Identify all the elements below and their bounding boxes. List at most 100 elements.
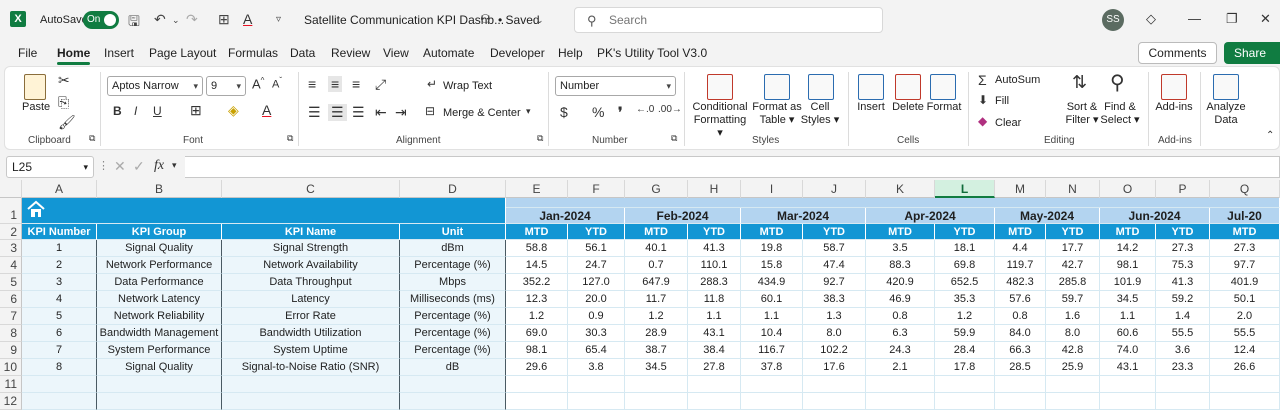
table-cell[interactable] bbox=[1046, 376, 1100, 393]
copilot-diamond-icon[interactable]: ◇ bbox=[1146, 11, 1156, 26]
insert-function-button[interactable]: fx bbox=[154, 158, 165, 173]
font-size-select[interactable]: 9 ▾ bbox=[206, 76, 246, 96]
table-cell[interactable]: 3.8 bbox=[568, 359, 625, 376]
table-cell[interactable]: Percentage (%) bbox=[400, 325, 506, 342]
row-header-9[interactable]: 9 bbox=[0, 342, 22, 359]
table-cell[interactable]: 17.6 bbox=[803, 359, 866, 376]
tab-data[interactable]: Data bbox=[290, 46, 316, 60]
underline-icon[interactable]: U bbox=[153, 104, 162, 118]
table-cell[interactable] bbox=[688, 393, 741, 410]
tab-help[interactable]: Help bbox=[558, 46, 583, 60]
table-cell[interactable] bbox=[688, 376, 741, 393]
format-as-table-icon[interactable] bbox=[764, 74, 790, 100]
table-cell[interactable]: 38.3 bbox=[803, 291, 866, 308]
number-launcher-icon[interactable]: ⧉ bbox=[671, 133, 678, 143]
table-cell[interactable]: 58.8 bbox=[506, 240, 568, 257]
find-select-button[interactable]: Find & Select ▾ bbox=[1100, 101, 1140, 126]
table-cell[interactable]: 647.9 bbox=[625, 274, 688, 291]
merge-chevron-down-icon[interactable]: ▾ bbox=[526, 106, 531, 116]
table-cell[interactable]: 1.1 bbox=[741, 308, 803, 325]
column-header-n[interactable]: N bbox=[1046, 180, 1100, 198]
table-cell[interactable]: 69.0 bbox=[506, 325, 568, 342]
table-cell[interactable]: 92.7 bbox=[803, 274, 866, 291]
worksheet-grid[interactable]: A B C D E F G H I J K L M N O P Q 1 2 3 4 5 6 7 8 9 10 11 12 Jan-2024… bbox=[0, 180, 1280, 410]
bottom-align-icon[interactable]: ≡ bbox=[352, 76, 361, 92]
select-all-corner[interactable] bbox=[0, 180, 22, 198]
format-painter-icon[interactable]: 🖌 bbox=[58, 114, 76, 130]
formula-input[interactable] bbox=[185, 156, 1280, 178]
table-cell[interactable]: 27.3 bbox=[1156, 240, 1210, 257]
table-cell[interactable]: 1.1 bbox=[688, 308, 741, 325]
find-select-icon[interactable]: ⚲ bbox=[1110, 72, 1125, 94]
column-header-k[interactable]: K bbox=[866, 180, 935, 198]
table-cell[interactable] bbox=[22, 393, 97, 410]
table-cell[interactable]: 288.3 bbox=[688, 274, 741, 291]
column-header-b[interactable]: B bbox=[97, 180, 222, 198]
tab-view[interactable]: View bbox=[383, 46, 409, 60]
close-icon[interactable]: ✕ bbox=[1260, 11, 1271, 26]
table-cell[interactable]: 55.5 bbox=[1156, 325, 1210, 342]
table-cell[interactable]: 60.6 bbox=[1100, 325, 1156, 342]
decrease-font-icon[interactable]: Aˇ bbox=[272, 76, 283, 91]
copy-icon[interactable]: ⎘ bbox=[58, 94, 70, 110]
row-header-11[interactable]: 11 bbox=[0, 376, 22, 393]
table-cell[interactable]: 42.8 bbox=[1046, 342, 1100, 359]
font-name-select[interactable]: Aptos Narrow ▾ bbox=[107, 76, 203, 96]
table-cell[interactable]: 482.3 bbox=[995, 274, 1046, 291]
table-cell[interactable]: 46.9 bbox=[866, 291, 935, 308]
customize-toolbar-icon[interactable]: ▿ bbox=[276, 14, 282, 25]
font-color-icon[interactable]: A bbox=[243, 11, 253, 27]
redo-icon[interactable]: ↷ bbox=[186, 11, 198, 27]
column-header-c[interactable]: C bbox=[222, 180, 400, 198]
table-cell[interactable]: 59.9 bbox=[935, 325, 995, 342]
table-cell[interactable] bbox=[625, 376, 688, 393]
table-cell[interactable]: 28.9 bbox=[625, 325, 688, 342]
table-cell[interactable]: 0.7 bbox=[625, 257, 688, 274]
table-cell[interactable]: 0.9 bbox=[568, 308, 625, 325]
table-cell[interactable] bbox=[995, 376, 1046, 393]
table-cell[interactable]: 1.4 bbox=[1156, 308, 1210, 325]
analyze-data-icon[interactable] bbox=[1213, 74, 1239, 100]
font-launcher-icon[interactable]: ⧉ bbox=[287, 133, 294, 143]
table-cell[interactable]: dB bbox=[400, 359, 506, 376]
table-cell[interactable]: 19.8 bbox=[741, 240, 803, 257]
orientation-icon[interactable]: ⤢ bbox=[375, 76, 387, 92]
column-header-i[interactable]: I bbox=[741, 180, 803, 198]
table-cell[interactable]: Network Availability bbox=[222, 257, 400, 274]
table-cell[interactable]: dBm bbox=[400, 240, 506, 257]
table-cell[interactable]: 420.9 bbox=[866, 274, 935, 291]
column-header-f[interactable]: F bbox=[568, 180, 625, 198]
table-cell[interactable]: 1.2 bbox=[935, 308, 995, 325]
row-header-3[interactable]: 3 bbox=[0, 240, 22, 257]
tab-page-layout[interactable]: Page Layout bbox=[149, 46, 217, 60]
share-button[interactable]: Share bbox=[1224, 42, 1280, 64]
table-cell[interactable]: 352.2 bbox=[506, 274, 568, 291]
tab-home[interactable]: Home bbox=[57, 46, 91, 65]
tab-insert[interactable]: Insert bbox=[104, 46, 135, 60]
clear-button[interactable]: Clear bbox=[995, 117, 1022, 129]
table-cell[interactable]: 65.4 bbox=[568, 342, 625, 359]
table-cell[interactable]: 15.8 bbox=[741, 257, 803, 274]
table-cell[interactable]: 98.1 bbox=[1100, 257, 1156, 274]
table-cell[interactable]: 47.4 bbox=[803, 257, 866, 274]
cut-icon[interactable]: ✂ bbox=[58, 72, 70, 88]
table-cell[interactable]: 3 bbox=[22, 274, 97, 291]
saved-status[interactable]: • Saved bbox=[498, 13, 540, 27]
table-cell[interactable]: Mbps bbox=[400, 274, 506, 291]
paste-icon[interactable] bbox=[24, 74, 46, 100]
undo-icon[interactable]: ↶ bbox=[154, 11, 166, 27]
table-cell[interactable]: 34.5 bbox=[625, 359, 688, 376]
table-cell[interactable]: 3.5 bbox=[866, 240, 935, 257]
table-cell[interactable]: 1.1 bbox=[1100, 308, 1156, 325]
decrease-decimal-icon[interactable]: .00→ bbox=[658, 104, 682, 115]
table-cell[interactable]: 434.9 bbox=[741, 274, 803, 291]
table-cell[interactable]: 11.8 bbox=[688, 291, 741, 308]
search-input[interactable] bbox=[609, 12, 869, 28]
table-cell[interactable]: 69.8 bbox=[935, 257, 995, 274]
table-cell[interactable]: 23.3 bbox=[1156, 359, 1210, 376]
table-cell[interactable] bbox=[866, 393, 935, 410]
top-align-icon[interactable]: ≡ bbox=[308, 76, 317, 92]
increase-font-icon[interactable]: A^ bbox=[252, 76, 265, 92]
table-cell[interactable]: Network Latency bbox=[97, 291, 222, 308]
enter-icon[interactable]: ✓ bbox=[133, 158, 145, 174]
